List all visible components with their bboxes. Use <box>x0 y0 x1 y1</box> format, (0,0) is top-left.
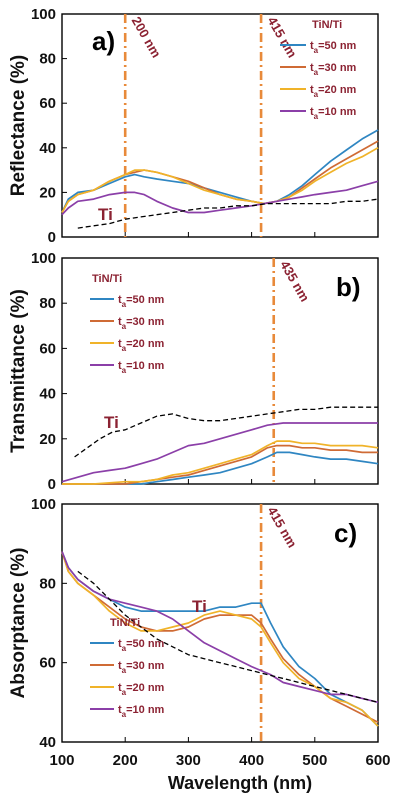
panel-c: 40 60 80 100 Absorptance (%) 415 nm Ti c) TiN/Ti… <box>8 496 379 751</box>
legend-title: TiN/Ti <box>312 19 342 31</box>
x-tick-label: 300 <box>176 752 201 769</box>
plot-frame <box>61 13 379 238</box>
legend-entry: ta=30 nm <box>118 660 165 675</box>
legend-entry: ta=20 nm <box>118 682 165 697</box>
marker-line-label: 435 nm <box>277 258 312 304</box>
legend-entry: ta=10 nm <box>118 360 165 375</box>
legend-entry: ta=50 nm <box>118 638 165 653</box>
y-axis-label: Transmittance (%) <box>8 289 29 453</box>
y-tick-label: 20 <box>39 431 56 448</box>
series-line-t50 <box>61 551 379 727</box>
ti-curve-label: Ti <box>104 413 119 432</box>
marker-line-label: 415 nm <box>264 14 299 60</box>
series-line-t30 <box>61 140 379 213</box>
y-tick-label: 20 <box>39 184 56 201</box>
series-line-ti <box>77 570 379 703</box>
panel-label: c) <box>334 518 357 548</box>
plot-frame <box>61 503 379 743</box>
y-tick-label: 80 <box>39 575 56 592</box>
series-line-t10 <box>61 422 378 483</box>
panel-b: 0 20 40 60 80 100 Transmittance (%) 435 nm Ti b) T… <box>8 250 379 493</box>
y-tick-label: 40 <box>39 386 56 403</box>
legend-entry: ta=10 nm <box>310 106 357 121</box>
series-line-t30 <box>61 551 379 723</box>
y-tick-label: 80 <box>39 295 56 312</box>
legend: TiN/Ti ta=50 nm ta=30 nm ta=20 nm ta=10 nm <box>90 273 165 375</box>
y-axis-label: Reflectance (%) <box>8 55 29 197</box>
y-tick-label: 80 <box>39 51 56 68</box>
plot-frame <box>61 257 379 485</box>
x-tick-label: 500 <box>302 752 327 769</box>
series-line-ti <box>77 198 379 229</box>
y-tick-label: 60 <box>39 340 56 357</box>
x-tick-label: 200 <box>113 752 138 769</box>
y-tick-label: 60 <box>39 655 56 672</box>
legend-entry: ta=20 nm <box>310 84 357 99</box>
series-line-t20 <box>61 147 379 213</box>
ti-curve-label: Ti <box>98 205 113 224</box>
marker-line-label: 415 nm <box>264 504 299 550</box>
series-line-t50 <box>61 129 379 213</box>
series-line-ti <box>74 406 378 458</box>
series-line-t20 <box>61 551 379 727</box>
legend: TiN/Ti ta=50 nm ta=30 nm ta=20 nm ta=10 nm <box>90 617 165 719</box>
legend-entry: ta=50 nm <box>310 40 357 55</box>
y-tick-label: 100 <box>31 496 56 513</box>
x-tick-label: 600 <box>365 752 390 769</box>
series-line-t10 <box>61 551 379 704</box>
legend-entry: ta=20 nm <box>118 338 165 353</box>
series-line-t20 <box>62 440 379 485</box>
panel-label: a) <box>92 26 115 56</box>
x-tick-label: 100 <box>49 752 74 769</box>
y-tick-label: 100 <box>31 250 56 267</box>
series-line-t30 <box>62 444 378 485</box>
marker-line-label: 200 nm <box>129 14 164 60</box>
y-tick-label: 40 <box>39 140 56 157</box>
legend-entry: ta=50 nm <box>118 294 165 309</box>
legend-entry: ta=30 nm <box>118 316 165 331</box>
series-line-t10 <box>61 180 379 216</box>
series-line-t50 <box>62 451 379 485</box>
y-tick-label: 0 <box>48 476 56 493</box>
panel-label: b) <box>336 272 361 302</box>
legend-title: TiN/Ti <box>110 617 140 629</box>
y-axis-label: Absorptance (%) <box>8 548 29 699</box>
y-tick-label: 40 <box>39 734 56 751</box>
y-tick-label: 0 <box>48 229 56 246</box>
legend-entry: ta=10 nm <box>118 704 165 719</box>
x-tick-label: 400 <box>239 752 264 769</box>
x-axis-label: Wavelength (nm) <box>168 773 312 793</box>
ti-curve-label: Ti <box>192 597 207 616</box>
legend-title: TiN/Ti <box>92 273 122 285</box>
legend-entry: ta=30 nm <box>310 62 357 77</box>
legend: TiN/Ti ta=50 nm ta=30 nm ta=20 nm ta=10 nm <box>280 19 357 121</box>
y-tick-label: 60 <box>39 95 56 112</box>
y-tick-label: 100 <box>31 6 56 23</box>
